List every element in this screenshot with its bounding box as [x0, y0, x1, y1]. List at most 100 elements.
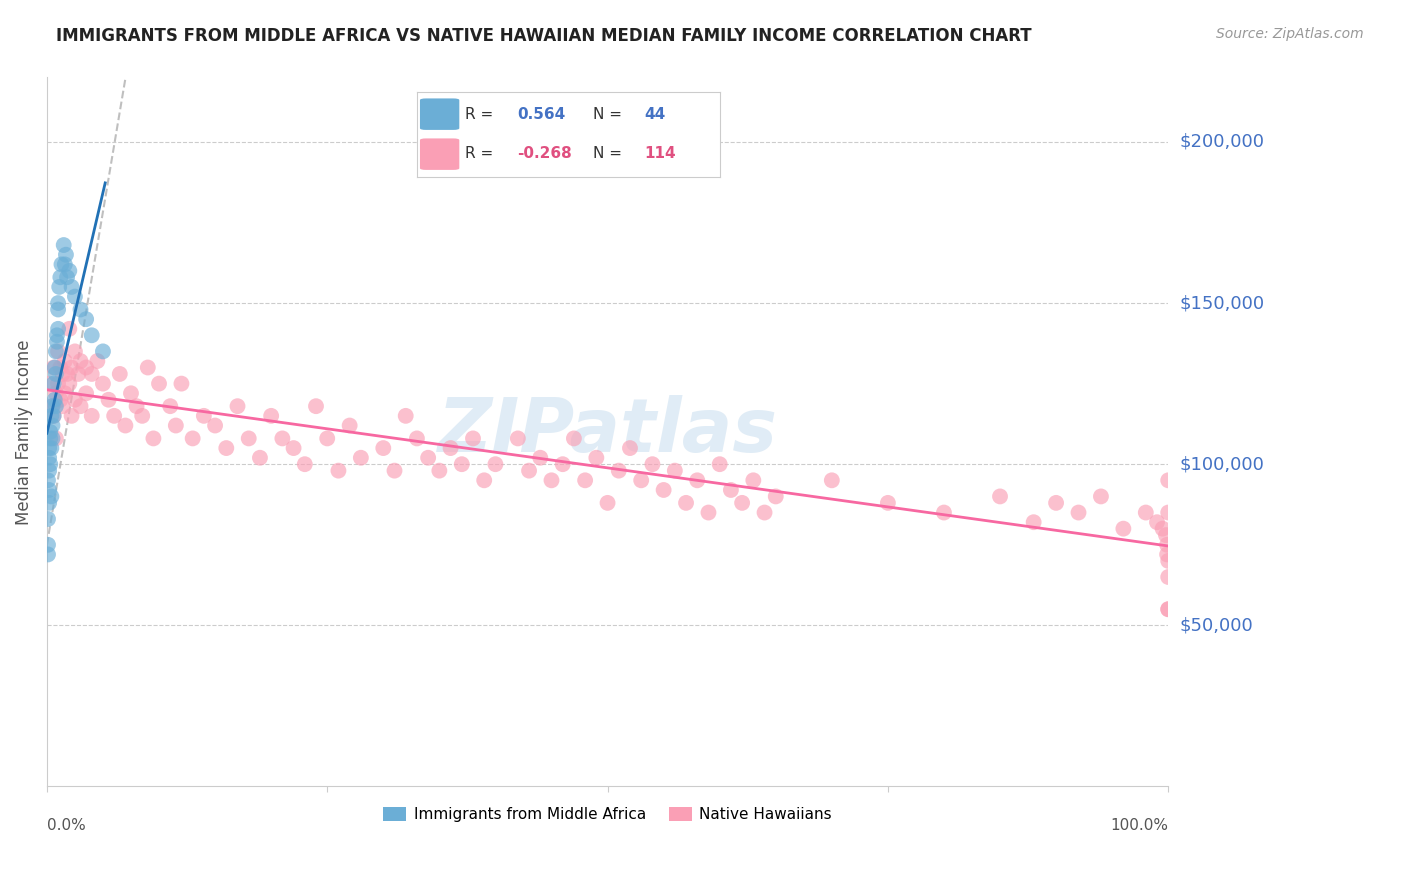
Point [49, 392, 72, 407]
Point [821, 473, 844, 487]
Point [46, 334, 69, 349]
Point [60, 360, 83, 375]
Point [1157, 602, 1180, 616]
Point [484, 457, 506, 471]
Point [1156, 538, 1178, 552]
Point [765, 490, 787, 504]
Point [38, 441, 60, 455]
Point [181, 431, 204, 445]
Point [630, 473, 652, 487]
Point [49, 270, 72, 285]
Point [39, 457, 62, 471]
Point [697, 506, 720, 520]
Point [517, 464, 540, 478]
Point [60, 280, 83, 294]
Point [641, 457, 664, 471]
Point [294, 457, 316, 471]
Point [215, 441, 238, 455]
Point [562, 431, 585, 445]
Point [58, 322, 80, 336]
Point [38, 450, 60, 465]
Point [686, 473, 709, 487]
Point [63, 290, 86, 304]
Point [249, 450, 271, 465]
Point [42, 409, 65, 423]
Point [80, 328, 103, 343]
Point [540, 473, 562, 487]
Point [53, 257, 76, 271]
Point [395, 409, 418, 423]
Point [439, 441, 461, 455]
Point [37, 473, 59, 487]
Point [41, 399, 63, 413]
Point [38, 376, 60, 391]
Point [142, 431, 165, 445]
Point [52, 238, 75, 252]
Point [1067, 506, 1090, 520]
Point [69, 354, 91, 368]
Point [1157, 602, 1180, 616]
Point [38, 496, 60, 510]
Point [461, 431, 484, 445]
Point [63, 392, 86, 407]
Point [91, 344, 114, 359]
Point [238, 431, 260, 445]
Point [37, 538, 59, 552]
Point [131, 409, 153, 423]
Point [932, 506, 955, 520]
Point [193, 409, 215, 423]
Text: $200,000: $200,000 [1180, 133, 1264, 151]
Point [742, 473, 765, 487]
Point [271, 431, 294, 445]
Point [67, 367, 90, 381]
Point [350, 450, 373, 465]
Point [418, 450, 440, 465]
Point [44, 360, 66, 375]
Point [42, 409, 65, 423]
Point [41, 490, 63, 504]
Point [46, 328, 69, 343]
Point [988, 490, 1011, 504]
Point [1157, 506, 1180, 520]
Point [56, 270, 79, 285]
Point [52, 367, 75, 381]
Point [39, 425, 62, 439]
Point [41, 399, 63, 413]
Point [55, 248, 77, 262]
Point [41, 409, 63, 423]
Point [506, 431, 529, 445]
Point [45, 431, 67, 445]
Text: ZIPatlas: ZIPatlas [437, 395, 778, 468]
Point [86, 354, 108, 368]
Point [108, 367, 131, 381]
Point [1157, 554, 1180, 568]
Point [45, 386, 67, 401]
Point [45, 344, 67, 359]
Point [607, 464, 630, 478]
Point [316, 431, 339, 445]
Point [120, 386, 142, 401]
Point [664, 464, 686, 478]
Point [53, 386, 76, 401]
Point [41, 418, 63, 433]
Point [52, 399, 75, 413]
Text: $100,000: $100,000 [1180, 455, 1264, 473]
Point [165, 418, 187, 433]
Point [305, 399, 328, 413]
Point [619, 441, 641, 455]
Point [283, 441, 305, 455]
Point [46, 344, 69, 359]
Text: 0.0%: 0.0% [46, 818, 86, 833]
Point [46, 296, 69, 310]
Point [709, 457, 731, 471]
Point [675, 496, 697, 510]
Text: 100.0%: 100.0% [1111, 818, 1168, 833]
Point [46, 376, 69, 391]
Point [42, 360, 65, 375]
Point [80, 367, 103, 381]
Point [652, 483, 675, 497]
Point [1152, 522, 1174, 536]
Point [49, 360, 72, 375]
Point [1157, 473, 1180, 487]
Point [148, 376, 170, 391]
